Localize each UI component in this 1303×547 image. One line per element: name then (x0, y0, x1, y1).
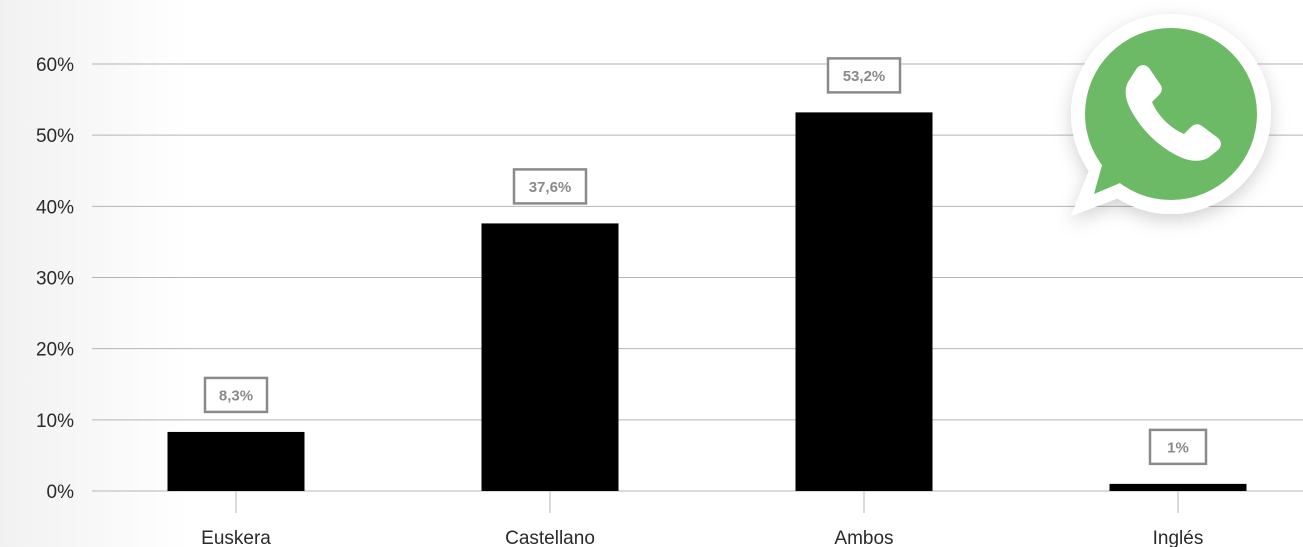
data-labels: 8,3% 37,6% 53,2% 1% (203, 57, 1208, 466)
bar (1109, 483, 1247, 491)
category-label: Castellano (505, 528, 595, 547)
data-label: 8,3% (203, 376, 269, 414)
data-label-box (1148, 428, 1208, 466)
data-label-text: 53,2% (843, 68, 886, 85)
y-tick-label: 50% (36, 126, 74, 147)
y-axis-ticks: 0% 10% 20% 30% 40% 50% 60% (36, 55, 74, 503)
category-label: Inglés (1153, 528, 1204, 547)
category-label: Euskera (201, 528, 271, 547)
data-label-box (512, 168, 588, 205)
y-tick-label: 0% (47, 482, 75, 503)
data-label-text: 1% (1167, 439, 1189, 456)
data-label: 53,2% (826, 57, 902, 94)
category-label: Ambos (834, 528, 893, 547)
x-axis-ticks: Euskera Castellano Ambos Inglés (201, 491, 1203, 547)
y-tick-label: 40% (36, 197, 74, 218)
data-label: 1% (1148, 428, 1208, 466)
bar (795, 112, 933, 491)
y-tick-label: 10% (36, 411, 74, 432)
whatsapp-icon (1071, 14, 1271, 216)
bar (481, 223, 619, 491)
bar (167, 431, 305, 491)
data-label-text: 8,3% (219, 387, 253, 404)
data-label-box (826, 57, 902, 94)
y-tick-label: 30% (36, 269, 74, 290)
data-label-text: 37,6% (529, 179, 572, 196)
y-tick-label: 20% (36, 340, 74, 361)
bars (167, 112, 1247, 491)
data-label: 37,6% (512, 168, 588, 205)
background-gradient (0, 0, 190, 547)
data-label-box (203, 376, 269, 414)
y-tick-label: 60% (36, 55, 74, 76)
